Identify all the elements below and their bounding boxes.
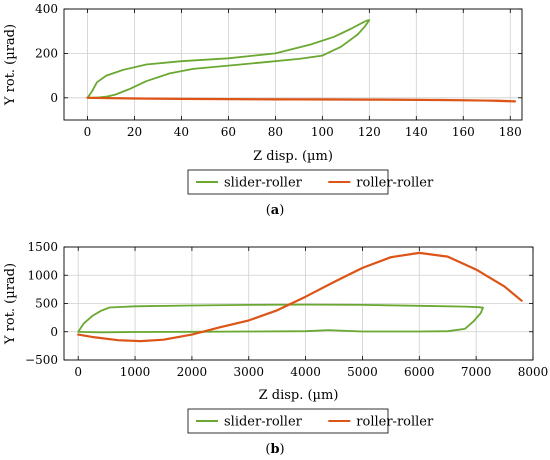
legend-label-slider-roller: slider-roller — [224, 176, 303, 191]
legend-box — [187, 408, 389, 434]
series-line-slider-roller — [77, 303, 484, 334]
x-tick-label: 8000 — [518, 365, 549, 379]
x-tick-label: 2000 — [177, 365, 208, 379]
legend-label-slider-roller: slider-roller — [224, 415, 303, 430]
x-axis-label: Z disp. (µm) — [253, 149, 333, 164]
chart-2: 0 1000 2000 3000 4000 5000 6000 7000 8000 −500 0 50… — [3, 240, 548, 457]
x-tick-label: 0 — [84, 125, 92, 139]
x-tick-label: 40 — [174, 125, 189, 139]
x-tick-label: 100 — [311, 125, 334, 139]
x-tick-label: 140 — [405, 125, 428, 139]
x-tick-label: 160 — [452, 125, 475, 139]
plot-frame — [63, 8, 523, 121]
series-line-roller-roller — [86, 96, 517, 103]
y-tick-label: 1500 — [27, 240, 58, 254]
y-axis-label: Y rot. (µrad) — [3, 263, 18, 345]
legend: slider-roller roller-roller — [187, 408, 434, 434]
x-tick-label: 180 — [499, 125, 522, 139]
y-tick-label: 1000 — [27, 268, 58, 282]
y-tick-label: 0 — [50, 325, 58, 339]
series-line-roller-roller — [77, 251, 523, 343]
x-tick-label: 6000 — [404, 365, 435, 379]
y-axis-label: Y rot. (µrad) — [3, 24, 18, 106]
x-tick-label: 80 — [268, 125, 283, 139]
y-tick-label: −500 — [25, 353, 58, 367]
x-tick-label: 120 — [358, 125, 381, 139]
x-tick-label: 0 — [74, 365, 82, 379]
legend-box — [187, 169, 389, 195]
y-tick-label: 200 — [35, 46, 58, 60]
legend-label-roller-roller: roller-roller — [356, 415, 434, 430]
x-tick-label: 20 — [127, 125, 142, 139]
legend-label-roller-roller: roller-roller — [356, 176, 434, 191]
y-tick-label: 0 — [50, 91, 58, 105]
legend: slider-roller roller-roller — [187, 169, 434, 195]
x-tick-label: 7000 — [461, 365, 492, 379]
y-tick-label: 500 — [35, 297, 58, 311]
x-axis-label: Z disp. (µm) — [259, 388, 339, 403]
figure-caption: (b) — [265, 442, 284, 457]
x-tick-label: 3000 — [233, 365, 264, 379]
series-line-slider-roller — [86, 19, 371, 99]
x-tick-label: 60 — [221, 125, 236, 139]
x-tick-label: 1000 — [120, 365, 151, 379]
chart-1: 0 20 40 60 80 100 120 140 160 180 0 200 400 Z disp. (… — [3, 2, 523, 218]
y-tick-label: 400 — [35, 2, 58, 16]
x-tick-label: 5000 — [347, 365, 378, 379]
x-tick-label: 4000 — [290, 365, 321, 379]
figure-caption: (a) — [266, 203, 285, 218]
